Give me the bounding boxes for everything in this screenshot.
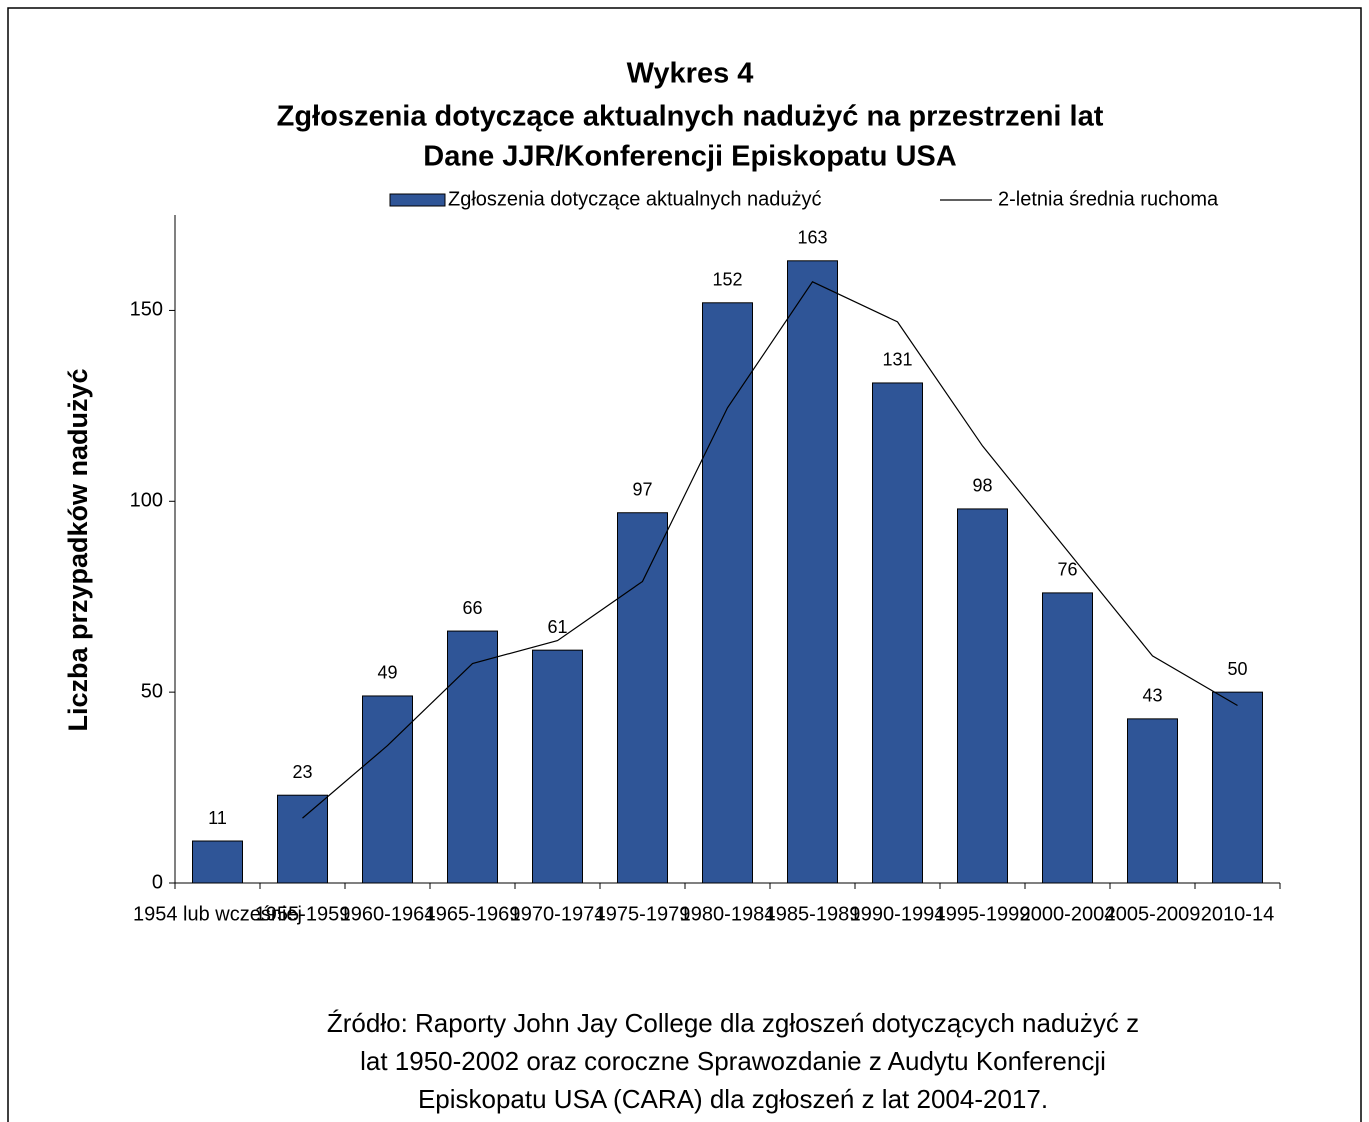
x-tick-label: 2000-2004 xyxy=(1020,903,1116,925)
bar xyxy=(362,695,413,884)
x-tick-label: 1985-1989 xyxy=(765,903,861,925)
x-tick-label: 1960-1964 xyxy=(340,903,436,925)
y-tick-label: 150 xyxy=(130,299,163,321)
x-tick-label: 2005-2009 xyxy=(1105,903,1201,925)
x-tick-label: 1995-1999 xyxy=(935,903,1031,925)
bar xyxy=(617,512,668,884)
legend-swatch xyxy=(389,193,446,207)
bar xyxy=(702,302,753,884)
y-tick-label: 0 xyxy=(152,871,163,893)
x-tick-label: 1965-1969 xyxy=(425,903,521,925)
data-label: 50 xyxy=(1227,659,1247,679)
y-axis-label: Liczba przypadków nadużyć xyxy=(63,368,93,731)
data-label: 49 xyxy=(377,663,397,683)
bar xyxy=(787,260,838,884)
x-tick-label: 1954 lub wcześniej xyxy=(133,903,302,925)
data-label: 11 xyxy=(208,808,227,828)
source-note: Źródło: Raporty John Jay College dla zgł… xyxy=(327,1008,1139,1038)
legend-label: Zgłoszenia dotyczące aktualnych nadużyć xyxy=(448,188,822,210)
line xyxy=(302,281,1238,819)
y-tick-label: 50 xyxy=(141,680,163,702)
data-label: 66 xyxy=(462,598,482,618)
x-tick-label: 1980-1984 xyxy=(680,903,776,925)
data-label: 61 xyxy=(547,617,567,637)
data-label: 76 xyxy=(1057,560,1077,580)
x-tick-label: 1975-1979 xyxy=(595,903,691,925)
legend-label: 2-letnia średnia ruchoma xyxy=(998,188,1219,210)
source-note: Episkopatu USA (CARA) dla zgłoszeń z lat… xyxy=(418,1084,1048,1114)
data-label: 97 xyxy=(632,479,652,499)
bar xyxy=(872,382,923,884)
chart-title: Wykres 4 xyxy=(627,58,754,90)
x-tick-label: 1955-1959 xyxy=(255,903,351,925)
bar xyxy=(532,649,583,884)
data-label: 152 xyxy=(712,270,742,290)
bar xyxy=(1127,718,1178,884)
data-label: 131 xyxy=(882,350,912,370)
bar xyxy=(1042,592,1093,884)
bar xyxy=(957,508,1008,884)
data-label: 43 xyxy=(1142,686,1162,706)
chart-title: Dane JJR/Konferencji Episkopatu USA xyxy=(423,141,956,173)
chart-title: Zgłoszenia dotyczące aktualnych nadużyć … xyxy=(277,101,1104,133)
bar xyxy=(447,630,498,884)
bar xyxy=(192,840,243,884)
source-note: lat 1950-2002 oraz coroczne Sprawozdanie… xyxy=(360,1046,1106,1076)
data-label: 23 xyxy=(292,762,312,782)
bar xyxy=(1212,691,1263,884)
x-tick-label: 1990-1994 xyxy=(850,903,946,925)
data-label: 163 xyxy=(797,228,827,248)
data-label: 98 xyxy=(972,476,992,496)
x-tick-label: 2010-14 xyxy=(1201,903,1274,925)
x-tick-label: 1970-1974 xyxy=(510,903,606,925)
frame xyxy=(7,7,1362,1122)
y-tick-label: 100 xyxy=(130,490,163,512)
bar xyxy=(277,794,328,884)
